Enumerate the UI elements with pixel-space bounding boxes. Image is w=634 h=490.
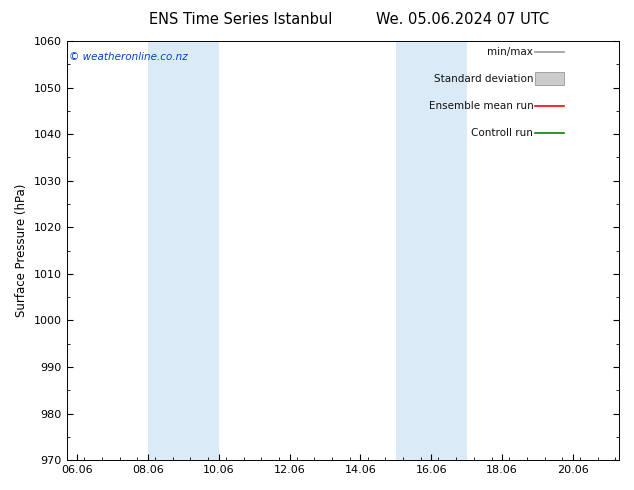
Bar <box>396 41 467 460</box>
Text: Standard deviation: Standard deviation <box>434 74 533 84</box>
Text: min/max: min/max <box>488 47 533 56</box>
Text: © weatheronline.co.nz: © weatheronline.co.nz <box>69 51 188 62</box>
Text: Ensemble mean run: Ensemble mean run <box>429 101 533 111</box>
Bar <box>535 73 564 85</box>
Text: Controll run: Controll run <box>472 128 533 138</box>
Text: ENS Time Series Istanbul: ENS Time Series Istanbul <box>149 12 333 27</box>
Y-axis label: Surface Pressure (hPa): Surface Pressure (hPa) <box>15 184 28 318</box>
Text: We. 05.06.2024 07 UTC: We. 05.06.2024 07 UTC <box>376 12 550 27</box>
Bar <box>148 41 219 460</box>
